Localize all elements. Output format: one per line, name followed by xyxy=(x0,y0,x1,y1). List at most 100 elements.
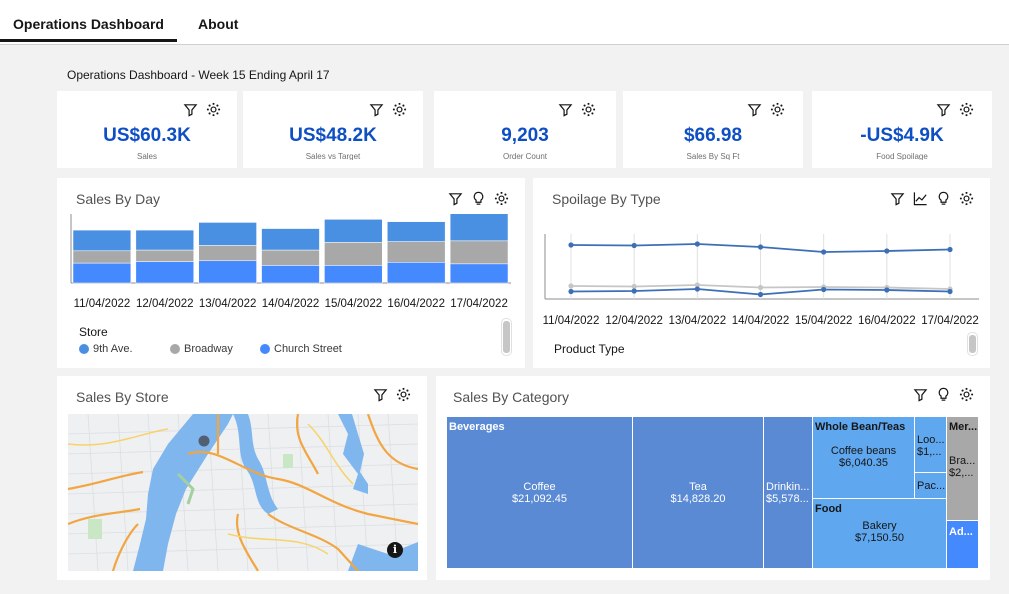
data-point[interactable] xyxy=(568,283,574,289)
tab-operations-dashboard[interactable]: Operations Dashboard xyxy=(0,0,177,42)
treemap-group-label: Food xyxy=(815,503,842,515)
bar-segment[interactable] xyxy=(135,261,194,284)
legend-item-church-street[interactable]: Church Street xyxy=(260,343,342,355)
filter-icon[interactable] xyxy=(936,102,951,117)
settings-icon[interactable] xyxy=(494,191,509,206)
data-point[interactable] xyxy=(821,249,827,255)
bar-segment[interactable] xyxy=(72,262,132,284)
filter-icon[interactable] xyxy=(183,102,198,117)
treemap-cell-tea[interactable]: Tea $14,828.20 xyxy=(633,417,764,569)
sales-by-store-panel[interactable]: Sales By Store xyxy=(57,376,427,580)
legend-scrollbar-thumb[interactable] xyxy=(969,335,976,353)
data-point[interactable] xyxy=(757,291,764,298)
bar-segment[interactable] xyxy=(72,229,132,252)
settings-icon[interactable] xyxy=(959,387,974,402)
store-map[interactable] xyxy=(68,414,418,571)
filter-icon[interactable] xyxy=(558,102,573,117)
legend-scrollbar-thumb[interactable] xyxy=(503,321,510,353)
filter-icon[interactable] xyxy=(448,191,463,206)
data-point[interactable] xyxy=(568,288,574,295)
sales-by-day-chart[interactable]: 11/04/2022 12/04/2022 13/04/2022 14/04/2022… xyxy=(57,214,525,314)
treemap-cell-drinking-chocolate[interactable]: Drinkin... $5,578... xyxy=(764,417,813,569)
kpi-card-sales-by-sq-ft[interactable]: $66.98 Sales By Sq Ft xyxy=(623,91,803,168)
bar-segment[interactable] xyxy=(198,222,257,246)
treemap-label: Bra... xyxy=(949,455,976,467)
spoilage-by-type-panel[interactable]: Spoilage By Type 11/04/2022 12/04/2022 13/… xyxy=(533,178,990,368)
data-point[interactable] xyxy=(884,287,890,293)
filter-icon[interactable] xyxy=(913,387,928,402)
treemap-group-label: Beverages xyxy=(449,421,505,433)
data-point[interactable] xyxy=(631,283,637,290)
bar-segment[interactable] xyxy=(261,265,320,284)
sales-by-category-panel[interactable]: Sales By Category Beverages Coffee $21,0… xyxy=(436,376,990,580)
data-point[interactable] xyxy=(947,288,953,295)
tab-about[interactable]: About xyxy=(198,16,239,32)
kpi-card-sales-vs-target[interactable]: US$48.2K Sales vs Target xyxy=(243,91,423,168)
kpi-label: Order Count xyxy=(502,153,548,160)
kpi-card-sales[interactable]: US$60.3K Sales xyxy=(57,91,237,168)
data-point[interactable] xyxy=(757,244,764,250)
legend-item-9th-ave[interactable]: 9th Ave. xyxy=(79,343,133,355)
bar-segment[interactable] xyxy=(261,249,320,266)
bar-segment[interactable] xyxy=(324,265,383,284)
bar-segment[interactable] xyxy=(449,214,509,242)
settings-icon[interactable] xyxy=(392,102,407,117)
treemap-cell-coffee[interactable]: Beverages Coffee $21,092.45 xyxy=(447,417,633,569)
bar-segment[interactable] xyxy=(135,229,194,251)
panel-title: Spoilage By Type xyxy=(552,191,661,207)
settings-icon[interactable] xyxy=(581,102,596,117)
bar-segment[interactable] xyxy=(198,260,257,284)
bar-segment[interactable] xyxy=(261,228,320,251)
bar-segment[interactable] xyxy=(449,263,509,284)
treemap-value: $14,828.20 xyxy=(670,493,726,505)
data-point[interactable] xyxy=(568,242,574,248)
bar-segment[interactable] xyxy=(72,250,132,264)
treemap-cell-loose-tea[interactable]: Loo... $1,... xyxy=(915,417,947,473)
settings-icon[interactable] xyxy=(396,387,411,402)
legend-item-broadway[interactable]: Broadway xyxy=(170,343,233,355)
bar-segment[interactable] xyxy=(324,242,383,266)
treemap-cell-branded[interactable]: Mer... Bra... $2,... xyxy=(947,417,979,521)
treemap-cell-packaged[interactable]: Pac... xyxy=(915,473,947,499)
bar-segment[interactable] xyxy=(135,249,194,262)
legend-title: Store xyxy=(79,325,108,339)
settings-icon[interactable] xyxy=(959,102,974,117)
sales-by-day-panel[interactable]: Sales By Day 11/04/2022 12/04/2022 13/04/2… xyxy=(57,178,525,368)
data-point[interactable] xyxy=(694,286,700,292)
category-treemap[interactable]: Beverages Coffee $21,092.45 Tea $14,828.… xyxy=(447,417,979,569)
settings-icon[interactable] xyxy=(959,191,974,206)
filter-icon[interactable] xyxy=(369,102,384,117)
data-point[interactable] xyxy=(694,282,700,288)
data-point[interactable] xyxy=(631,288,637,294)
kpi-card-order-count[interactable]: 9,203 Order Count xyxy=(434,91,616,168)
bar-segment[interactable] xyxy=(387,262,446,284)
data-point[interactable] xyxy=(631,242,637,249)
bar-segment[interactable] xyxy=(198,245,257,262)
filter-icon[interactable] xyxy=(747,102,762,117)
bar-segment[interactable] xyxy=(387,241,446,263)
data-point[interactable] xyxy=(694,241,700,247)
lightbulb-icon[interactable] xyxy=(471,191,486,206)
spoilage-by-type-chart[interactable]: 11/04/2022 12/04/2022 13/04/2022 14/04/2022… xyxy=(533,234,990,332)
kpi-card-food-spoilage[interactable]: -US$4.9K Food Spoilage xyxy=(812,91,992,168)
lightbulb-icon[interactable] xyxy=(936,191,951,206)
bar-segment[interactable] xyxy=(449,240,509,265)
filter-icon[interactable] xyxy=(890,191,905,206)
treemap-cell-coffee-beans[interactable]: Whole Bean/Teas Coffee beans $6,040.35 xyxy=(813,417,915,499)
settings-icon[interactable] xyxy=(770,102,785,117)
bar-segment[interactable] xyxy=(324,219,383,243)
filter-icon[interactable] xyxy=(373,387,388,402)
lightbulb-icon[interactable] xyxy=(936,387,951,402)
data-point[interactable] xyxy=(757,284,764,291)
data-point[interactable] xyxy=(884,248,890,254)
x-tick-label: 13/04/2022 xyxy=(669,315,727,327)
bar-segment[interactable] xyxy=(387,221,446,242)
info-icon[interactable]: i xyxy=(387,542,403,558)
settings-icon[interactable] xyxy=(206,102,221,117)
data-point[interactable] xyxy=(947,246,953,253)
line-chart-icon[interactable] xyxy=(913,191,928,206)
treemap-cell-bakery[interactable]: Food Bakery $7,150.50 xyxy=(813,499,947,569)
data-point[interactable] xyxy=(821,286,827,293)
treemap-cell-add-ons[interactable]: Ad... xyxy=(947,521,979,569)
store-location-marker[interactable] xyxy=(198,435,210,447)
